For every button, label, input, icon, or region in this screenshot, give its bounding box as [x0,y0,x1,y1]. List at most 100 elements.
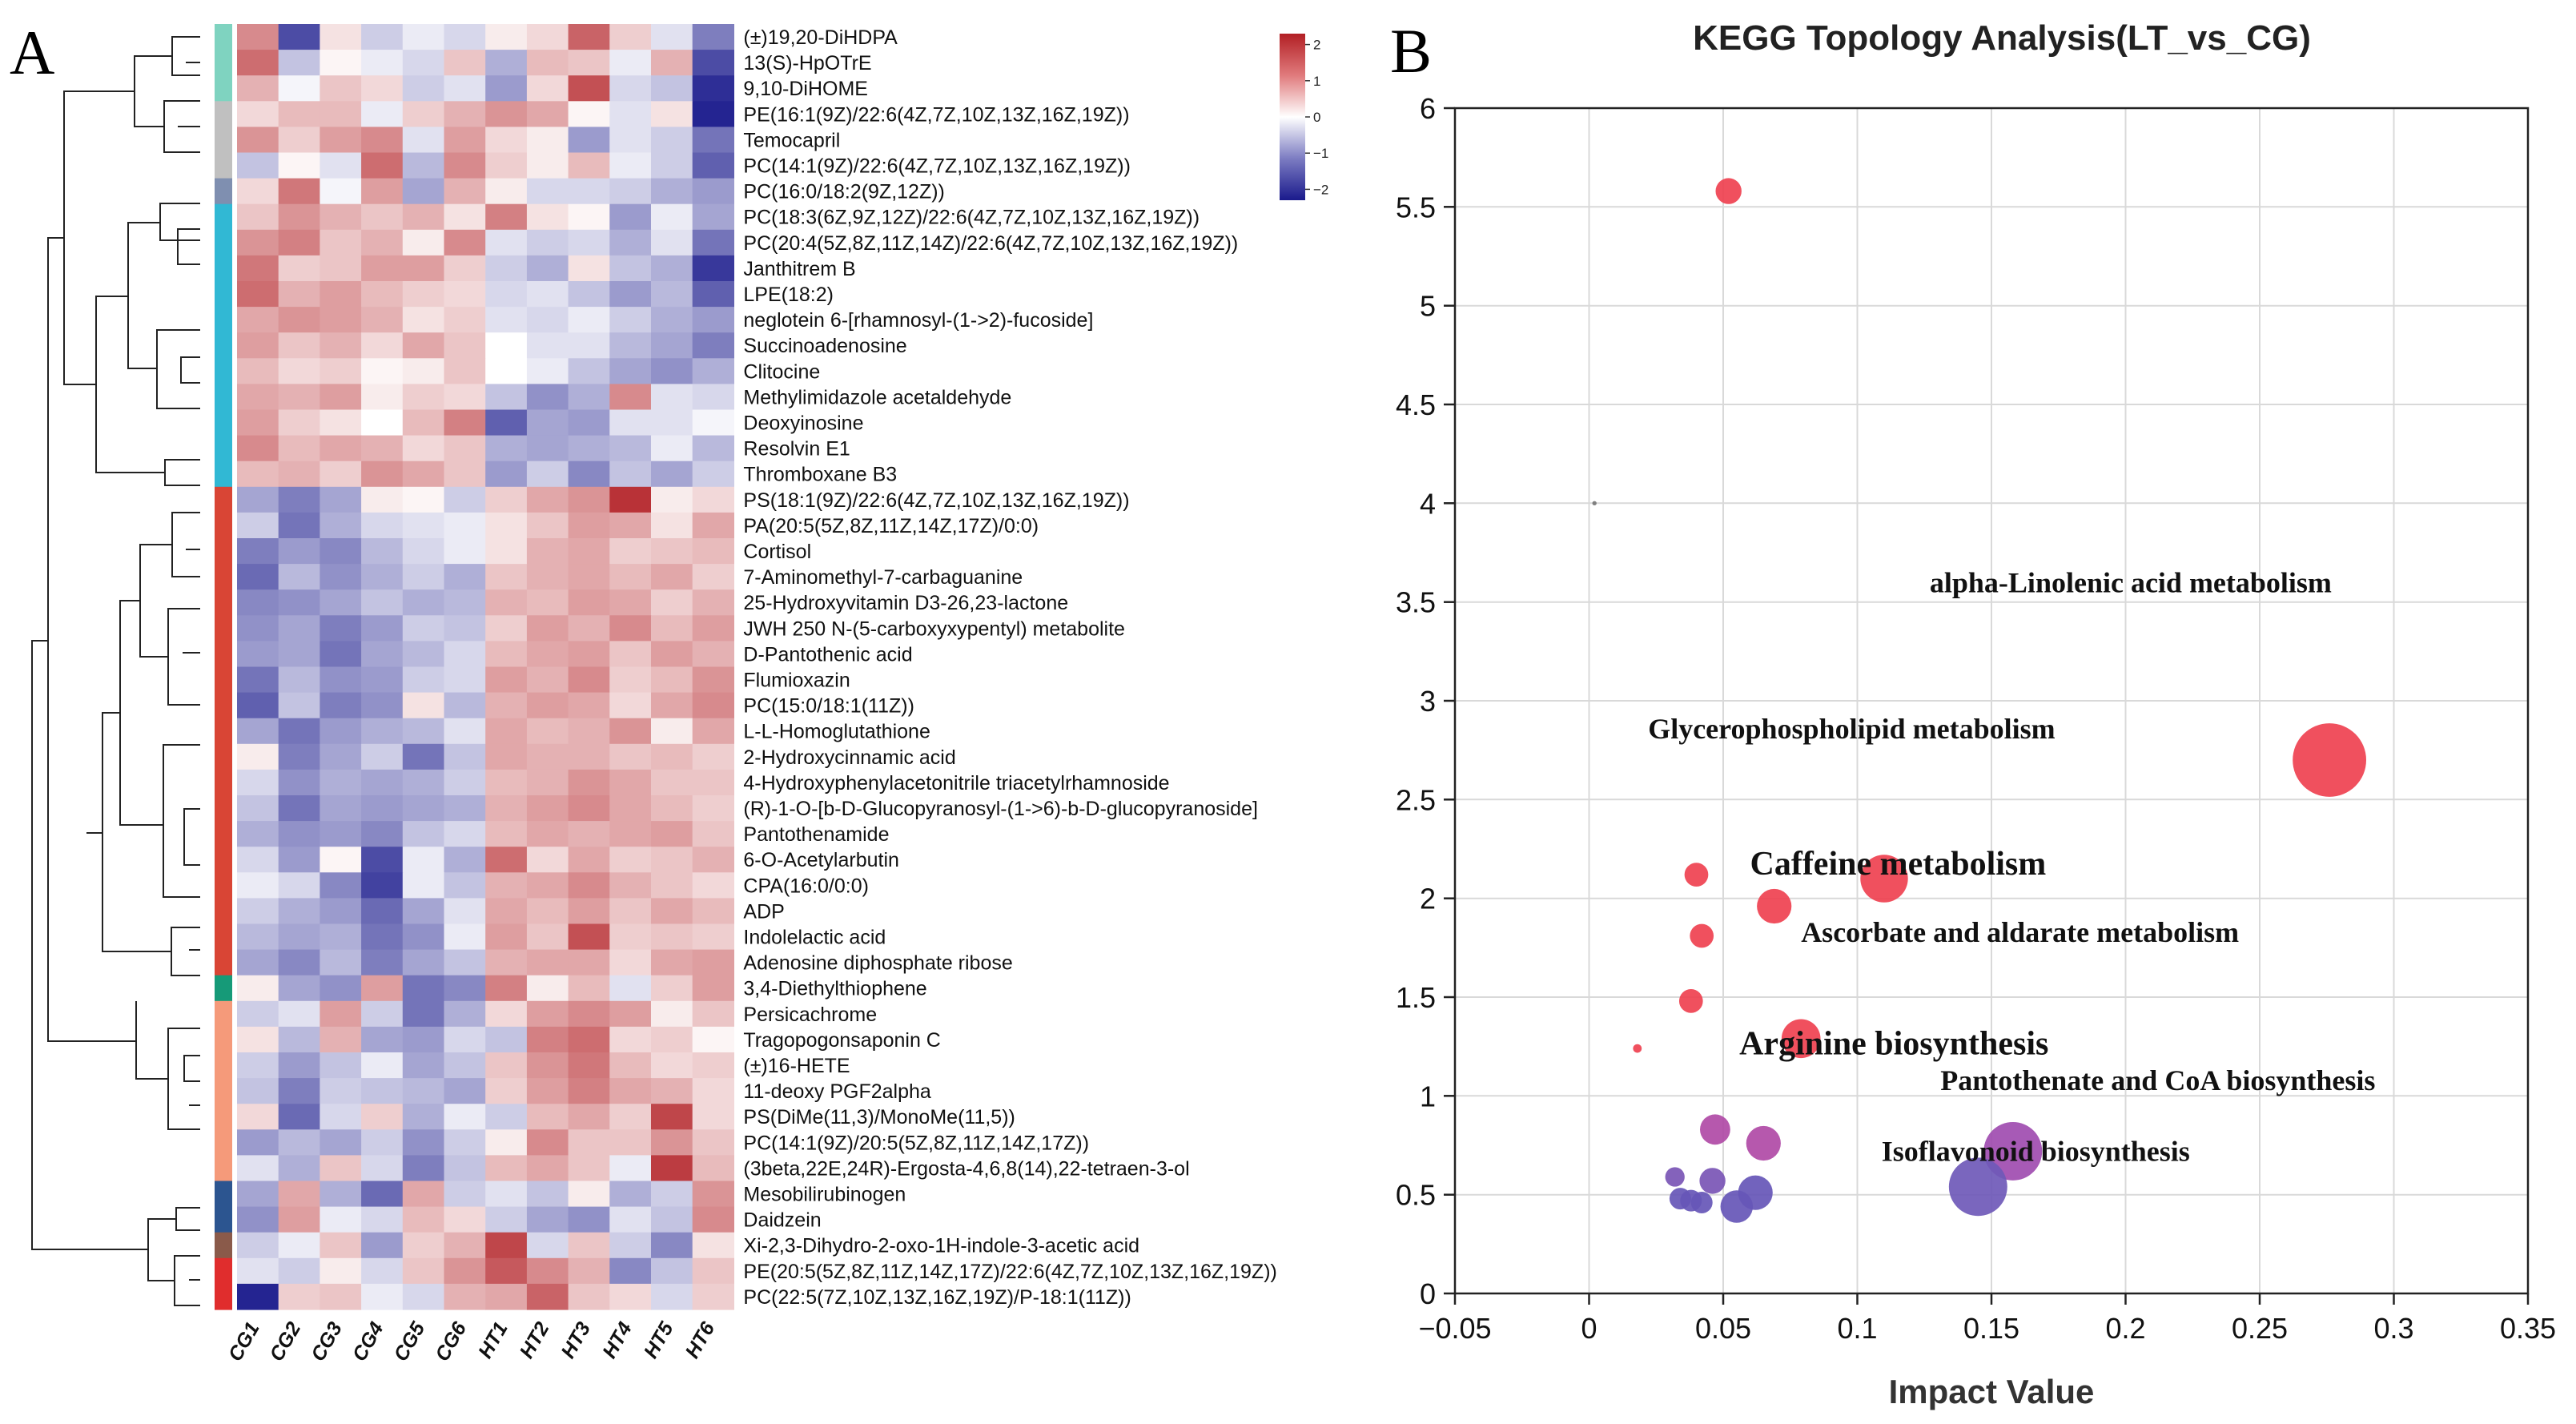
heatmap-cell [568,486,610,513]
heatmap-cell [692,1155,734,1182]
heatmap-cell [278,589,320,616]
heatmap-cell [237,1052,279,1079]
heatmap-cell [319,615,362,642]
heatmap-cell [361,75,404,102]
heatmap-cell [319,486,362,513]
heatmap-cell [485,1129,528,1156]
heatmap-cell [361,307,404,333]
heatmap-cell [402,101,445,127]
colorbar-tick-label: 1 [1313,74,1320,89]
heatmap-cell [485,384,528,411]
heatmap-cell [526,795,569,822]
heatmap-cell [402,1052,445,1079]
heatmap-cell [692,152,734,179]
heatmap-cell [361,486,404,513]
heatmap-cell [568,1026,610,1053]
heatmap-cell [402,384,445,411]
heatmap-cell [319,1026,362,1053]
heatmap-cell [319,872,362,899]
heatmap-cell [568,641,610,668]
heatmap-cell [278,718,320,745]
heatmap-row-label: Deoxyinosine [743,412,863,435]
heatmap-cell [278,692,320,719]
pathway-label: Pantothenate and CoA biosynthesis [1940,1064,2375,1096]
heatmap-cell [609,255,652,282]
heatmap-cell [361,229,404,256]
heatmap-cell [485,847,528,873]
heatmap-cell [609,795,652,822]
heatmap-cell [278,203,320,231]
heatmap-cell [526,975,569,1002]
heatmap-cell [278,1283,320,1310]
heatmap-cell [402,307,445,333]
y-tick-label: 3.5 [1396,586,1436,619]
colorbar-gradient [1280,34,1305,200]
heatmap-cell [609,743,652,770]
heatmap-cell [402,24,445,50]
heatmap-cell [361,821,404,847]
heatmap-cell [568,564,610,590]
heatmap-cell [444,203,486,231]
heatmap-cell [692,486,734,513]
heatmap-cell [692,564,734,590]
heatmap-cell [278,821,320,847]
heatmap-cell [361,589,404,616]
heatmap-cell [526,1052,569,1079]
heatmap-cell [485,435,528,462]
heatmap-cell [485,332,528,359]
heatmap-row-label: Temocapril [743,129,840,151]
heatmap-cell [444,435,486,462]
heatmap-cell [278,898,320,925]
heatmap-cell [278,486,320,513]
heatmap-cell [361,847,404,873]
cluster-color-bar [215,24,232,1310]
heatmap-cell [237,203,279,231]
heatmap-cell [278,50,320,76]
heatmap-cell [402,1206,445,1233]
heatmap-cells [237,24,734,1310]
heatmap-cell [485,795,528,822]
pathway-bubble [1690,1192,1713,1213]
heatmap-cell [237,1155,279,1182]
heatmap-cell [651,1232,693,1259]
pathway-annotations: alpha-Linolenic acid metabolism Glyceroph… [1648,566,2375,1167]
x-tick-label: 0 [1581,1312,1597,1345]
heatmap-cell [568,538,610,565]
heatmap-cell [444,1155,486,1182]
heatmap-cell [651,1104,693,1130]
pathway-bubble [1715,178,1742,204]
heatmap-row-label: Janthitrem B [743,258,855,280]
heatmap-cell [402,332,445,359]
heatmap-cell [692,1104,734,1130]
heatmap-cell [237,949,279,976]
heatmap-cell [237,847,279,873]
heatmap-cell [526,50,569,76]
heatmap-cell [402,589,445,616]
heatmap-cell [609,1052,652,1079]
y-tick-label: 6 [1420,92,1436,125]
heatmap-cell [609,203,652,231]
heatmap-cell [278,1155,320,1182]
heatmap-row-label: CPA(16:0/0:0) [743,875,869,897]
heatmap-cell [444,358,486,384]
heatmap-cell [609,1181,652,1208]
heatmap-cell [526,358,569,384]
heatmap-cell [609,307,652,333]
heatmap-cell [402,847,445,873]
heatmap-cell [319,718,362,745]
cluster-segment [215,24,232,102]
heatmap-cell [609,332,652,359]
heatmap-cell [609,1283,652,1310]
heatmap-cell [319,923,362,951]
pathway-bubble [2293,723,2367,797]
heatmap-column-label: CG5 [389,1317,429,1365]
heatmap-row-label: PE(16:1(9Z)/22:6(4Z,7Z,10Z,13Z,16Z,19Z)) [743,103,1129,126]
pathway-bubble [1592,501,1597,505]
heatmap-cell [526,847,569,873]
heatmap-cell [485,1155,528,1182]
y-tick-label: 2.5 [1396,783,1436,816]
heatmap-cell [526,949,569,976]
cluster-segment [215,178,232,205]
heatmap-cell [402,898,445,925]
heatmap-cell [402,666,445,694]
